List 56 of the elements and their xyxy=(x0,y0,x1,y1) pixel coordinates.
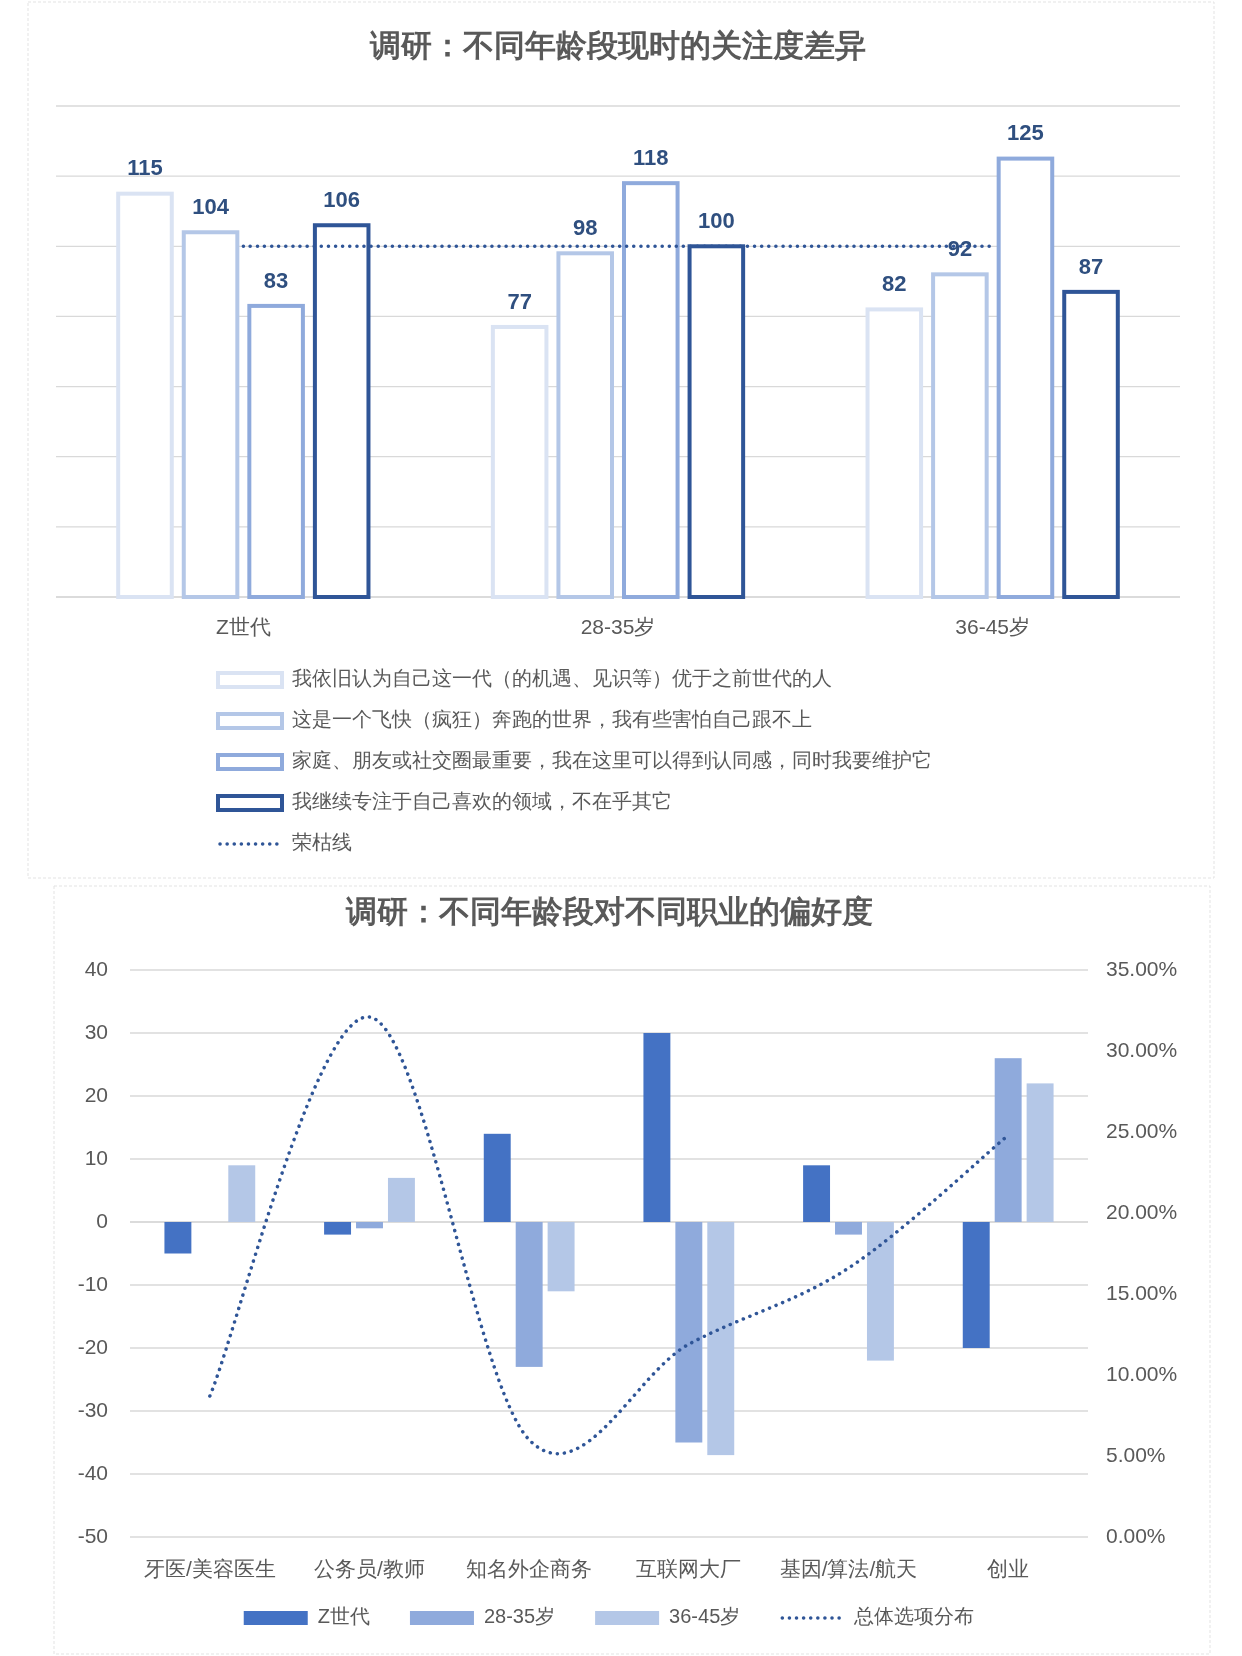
data-label: 100 xyxy=(697,208,735,234)
legend-label: 荣枯线 xyxy=(292,831,352,854)
legend-item: 总体选项分布 xyxy=(780,1605,975,1628)
legend-item: 我依旧认为自己这一代（的机遇、见识等）优于之前世代的人 xyxy=(216,667,832,690)
legend-label: 我继续专注于自己喜欢的领域，不在乎其它 xyxy=(292,790,672,813)
data-label: 87 xyxy=(1078,253,1104,279)
x-tick-label: 牙医/美容医生 xyxy=(143,1556,276,1580)
y2-tick-label: 30.00% xyxy=(1106,1037,1178,1061)
data-label: 104 xyxy=(192,194,230,220)
y-tick-label: 40 xyxy=(84,956,108,980)
chart-title: 调研：不同年龄段现时的关注度差异 xyxy=(369,28,866,64)
data-label: 82 xyxy=(882,271,907,297)
y-tick-label: -10 xyxy=(77,1271,108,1295)
legend-label: Z世代 xyxy=(317,1605,370,1628)
legend-item: 36-45岁 xyxy=(595,1605,741,1628)
data-label: 77 xyxy=(507,288,532,314)
y2-tick-label: 20.00% xyxy=(1106,1199,1178,1223)
x-tick-label: Z世代 xyxy=(215,614,271,638)
data-label: 83 xyxy=(263,267,289,293)
y-tick-label: 0 xyxy=(96,1208,108,1232)
x-tick-label: 互联网大厂 xyxy=(636,1556,742,1580)
x-tick-label: 基因/算法/航天 xyxy=(779,1556,918,1580)
legend-item: Z世代 xyxy=(243,1605,370,1628)
y-tick-label: -40 xyxy=(77,1460,108,1484)
y-tick-label: -20 xyxy=(77,1334,108,1358)
y2-tick-label: 5.00% xyxy=(1106,1442,1166,1466)
y2-tick-label: 35.00% xyxy=(1106,956,1178,980)
legend-item: 28-35岁 xyxy=(409,1605,556,1628)
legend-item: 家庭、朋友或社交圈最重要，我在这里可以得到认同感，同时我要维护它 xyxy=(216,749,932,772)
y2-tick-label: 25.00% xyxy=(1106,1118,1178,1142)
legend-label: 36-45岁 xyxy=(669,1605,741,1628)
x-tick-label: 公务员/教师 xyxy=(314,1556,425,1580)
legend-item: 这是一个飞快（疯狂）奔跑的世界，我有些害怕自己跟不上 xyxy=(216,708,812,731)
y-tick-label: 10 xyxy=(84,1145,108,1169)
legend-item: 我继续专注于自己喜欢的领域，不在乎其它 xyxy=(216,790,672,813)
y2-tick-label: 15.00% xyxy=(1106,1280,1178,1304)
data-label: 106 xyxy=(323,187,361,213)
data-label: 92 xyxy=(947,236,973,262)
y-tick-label: -50 xyxy=(77,1523,108,1547)
y-tick-label: -30 xyxy=(77,1397,108,1421)
legend-label: 28-35岁 xyxy=(483,1605,556,1628)
x-tick-label: 知名外企商务 xyxy=(466,1556,593,1580)
data-label: 125 xyxy=(1007,120,1044,146)
chart-title: 调研：不同年龄段对不同职业的偏好度 xyxy=(344,894,873,930)
data-label: 98 xyxy=(572,215,598,241)
legend-label: 总体选项分布 xyxy=(853,1605,975,1628)
x-tick-label: 28-35岁 xyxy=(580,614,656,638)
y2-tick-label: 0.00% xyxy=(1106,1523,1166,1547)
data-label: 115 xyxy=(127,155,163,181)
y-tick-label: 30 xyxy=(84,1019,108,1043)
y2-tick-label: 10.00% xyxy=(1106,1361,1178,1385)
legend-item: 荣枯线 xyxy=(218,831,352,854)
data-label: 118 xyxy=(633,144,669,170)
y-tick-label: 20 xyxy=(84,1082,108,1106)
x-tick-label: 创业 xyxy=(987,1556,1030,1580)
x-tick-label: 36-45岁 xyxy=(955,614,1031,638)
